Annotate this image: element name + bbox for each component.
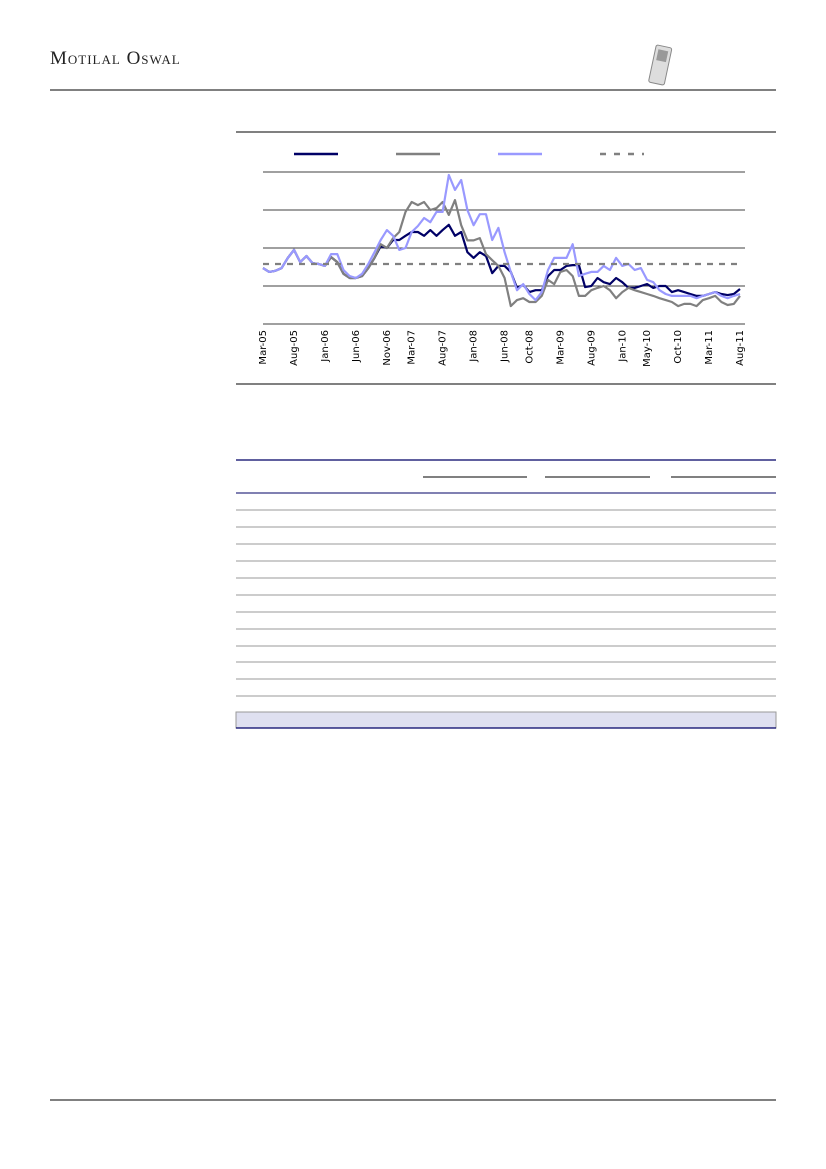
x-tick-label: Jan-10: [617, 330, 628, 363]
series-line: [262, 199, 741, 308]
x-tick-label: Jan-08: [469, 330, 480, 363]
table: [235, 459, 777, 729]
x-tick-label: Jun-08: [500, 330, 511, 363]
x-tick-label: Aug-05: [289, 330, 300, 366]
series-line: [262, 173, 741, 302]
x-tick-label: Mar-11: [704, 330, 715, 365]
x-tick-label: Jan-06: [320, 330, 331, 363]
chart: Mar-05 Aug-05 Jan-06 Jun-06 Nov-06 Mar-07 Aug-…: [258, 152, 746, 367]
brand: Motilal Oswal: [50, 48, 181, 69]
x-tick-label: Mar-07: [407, 330, 418, 365]
x-tick-label: Mar-09: [555, 330, 566, 365]
x-tick-label: Oct-10: [673, 330, 684, 364]
x-tick-label: Mar-05: [258, 330, 269, 365]
x-tick-label: Oct-08: [524, 330, 535, 364]
x-tick-label: Aug-11: [735, 330, 746, 366]
x-tick-label: Aug-09: [586, 330, 597, 366]
x-tick-label: May-10: [642, 330, 653, 367]
x-tick-label: Aug-07: [438, 330, 449, 366]
phone-icon: [648, 44, 673, 86]
x-tick-label: Jun-06: [351, 330, 362, 363]
x-tick-label: Nov-06: [382, 330, 393, 366]
